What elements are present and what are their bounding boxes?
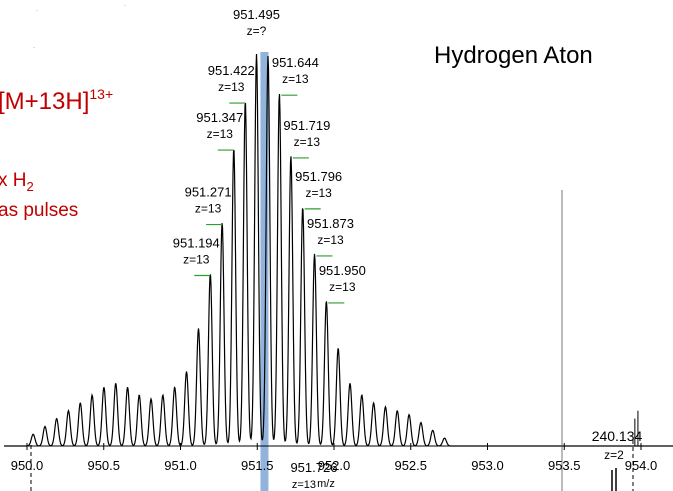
treatment-prefix: x H <box>0 170 27 191</box>
peak-charge-label: z=? <box>247 24 267 38</box>
ion-label-main: [M+13H] <box>0 88 90 115</box>
x-tick-label: 950.5 <box>87 458 120 473</box>
stray-mark: · <box>124 3 126 9</box>
treatment-subscript: 2 <box>26 178 34 194</box>
peak-mz-label: 951.194 <box>173 236 220 251</box>
peak-charge-label: z=13 <box>329 280 356 294</box>
peak-charge-label: z=13 <box>183 253 210 267</box>
chart-title: Hydrogen Aton <box>434 42 593 69</box>
peak-mz-label: 240.134 <box>592 428 643 444</box>
peak-charge-label: z=13 <box>292 479 316 491</box>
x-axis-label: m/z <box>317 478 335 490</box>
peak-mz-label: 951.950 <box>319 263 366 278</box>
stray-mark: · <box>36 8 38 14</box>
x-tick-label: 953.5 <box>548 458 581 473</box>
highlight-band <box>260 52 269 491</box>
peak-mz-label: 951.726 <box>290 460 337 475</box>
peak-mz-label: 951.347 <box>196 110 243 125</box>
ion-label: [M+13H]13+ <box>0 86 114 116</box>
x-tick-label: 953.0 <box>471 458 504 473</box>
peak-mz-label: 951.495 <box>233 7 280 22</box>
x-tick-label: 950.0 <box>11 458 44 473</box>
peak-charge-label: z=13 <box>195 202 222 216</box>
peak-charge-label: z=2 <box>604 448 624 462</box>
x-tick-label: 952.0 <box>318 458 351 473</box>
treatment-line-1: x H2 <box>0 170 34 194</box>
stray-mark: · <box>33 45 35 51</box>
x-tick-label: 951.5 <box>241 458 274 473</box>
peak-charge-label: z=13 <box>207 127 234 141</box>
peak-charge-label: z=13 <box>317 233 344 247</box>
peak-charge-label: z=13 <box>282 72 309 86</box>
x-tick-label: 952.5 <box>394 458 427 473</box>
ion-label-charge: 13+ <box>89 86 114 102</box>
treatment-line-2: as pulses <box>0 200 79 221</box>
peak-mz-label: 951.422 <box>208 63 255 78</box>
peak-mz-label: 951.644 <box>272 55 319 70</box>
x-tick-label: 954.0 <box>625 458 658 473</box>
peak-mz-label: 951.873 <box>307 216 354 231</box>
peak-mz-label: 951.271 <box>185 185 232 200</box>
peak-mz-label: 951.796 <box>295 169 342 184</box>
peak-charge-label: z=13 <box>306 186 333 200</box>
peak-charge-label: z=13 <box>218 80 245 94</box>
peak-mz-label: 951.719 <box>283 118 330 133</box>
peak-charge-label: z=13 <box>294 135 321 149</box>
x-tick-label: 951.0 <box>164 458 197 473</box>
